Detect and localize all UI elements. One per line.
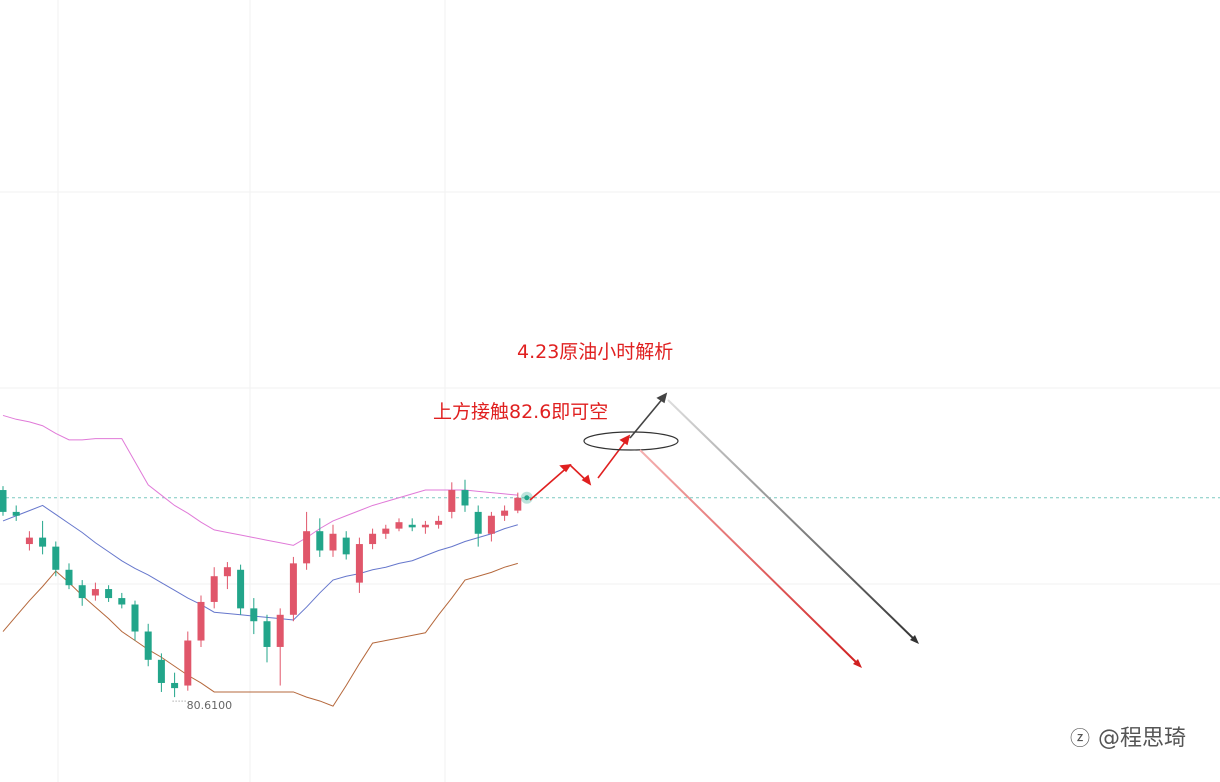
candle-body	[382, 528, 390, 534]
candle-body	[316, 531, 324, 551]
watermark: @程思琦	[1098, 726, 1186, 751]
candle-body	[329, 533, 337, 551]
band-line	[2, 562, 518, 707]
candle-body	[65, 569, 73, 586]
candle-body	[395, 522, 403, 529]
low-label: 80.6100	[187, 699, 233, 712]
candle-body	[276, 614, 284, 647]
candle-body	[25, 537, 33, 545]
candle-body	[78, 585, 86, 599]
candle-body	[355, 544, 363, 583]
annotation: 上方接触82.6即可空	[433, 401, 608, 423]
candle-body	[105, 589, 113, 599]
candle-body	[474, 511, 482, 534]
candle-body	[435, 520, 443, 525]
candle-body	[514, 497, 522, 511]
candle-body	[237, 569, 245, 609]
candle-body	[12, 511, 20, 516]
candle-body	[131, 604, 139, 632]
candle-body	[157, 659, 165, 683]
candle-body	[461, 490, 469, 506]
last-dot	[524, 495, 530, 501]
plot: 80.6100	[0, 414, 1220, 712]
candle-body	[118, 598, 126, 605]
candle-body	[197, 601, 205, 641]
candle-body	[303, 531, 311, 564]
projection	[529, 392, 919, 668]
candle-body	[0, 490, 7, 512]
candle-body	[263, 621, 271, 647]
candle-body	[448, 490, 456, 512]
candle-body	[250, 608, 258, 622]
band-line	[2, 414, 518, 546]
logo: ⓩ	[1070, 726, 1090, 750]
candle-body	[342, 537, 350, 555]
candle-body	[408, 524, 416, 528]
candle-body	[184, 640, 192, 686]
candle-body	[171, 682, 179, 689]
candle-body	[91, 589, 99, 596]
candle-body	[210, 576, 218, 602]
candle-body	[144, 631, 152, 660]
chart-title: 4.23原油小时解析	[517, 341, 673, 363]
candle-body	[421, 524, 429, 528]
candle-body	[52, 546, 60, 570]
candle-body	[39, 537, 47, 547]
candle-body	[487, 515, 495, 534]
band-line	[2, 504, 518, 621]
candle-body	[501, 510, 509, 516]
candle-body	[289, 563, 297, 615]
candle-body	[369, 533, 377, 545]
candle-body	[223, 567, 231, 577]
